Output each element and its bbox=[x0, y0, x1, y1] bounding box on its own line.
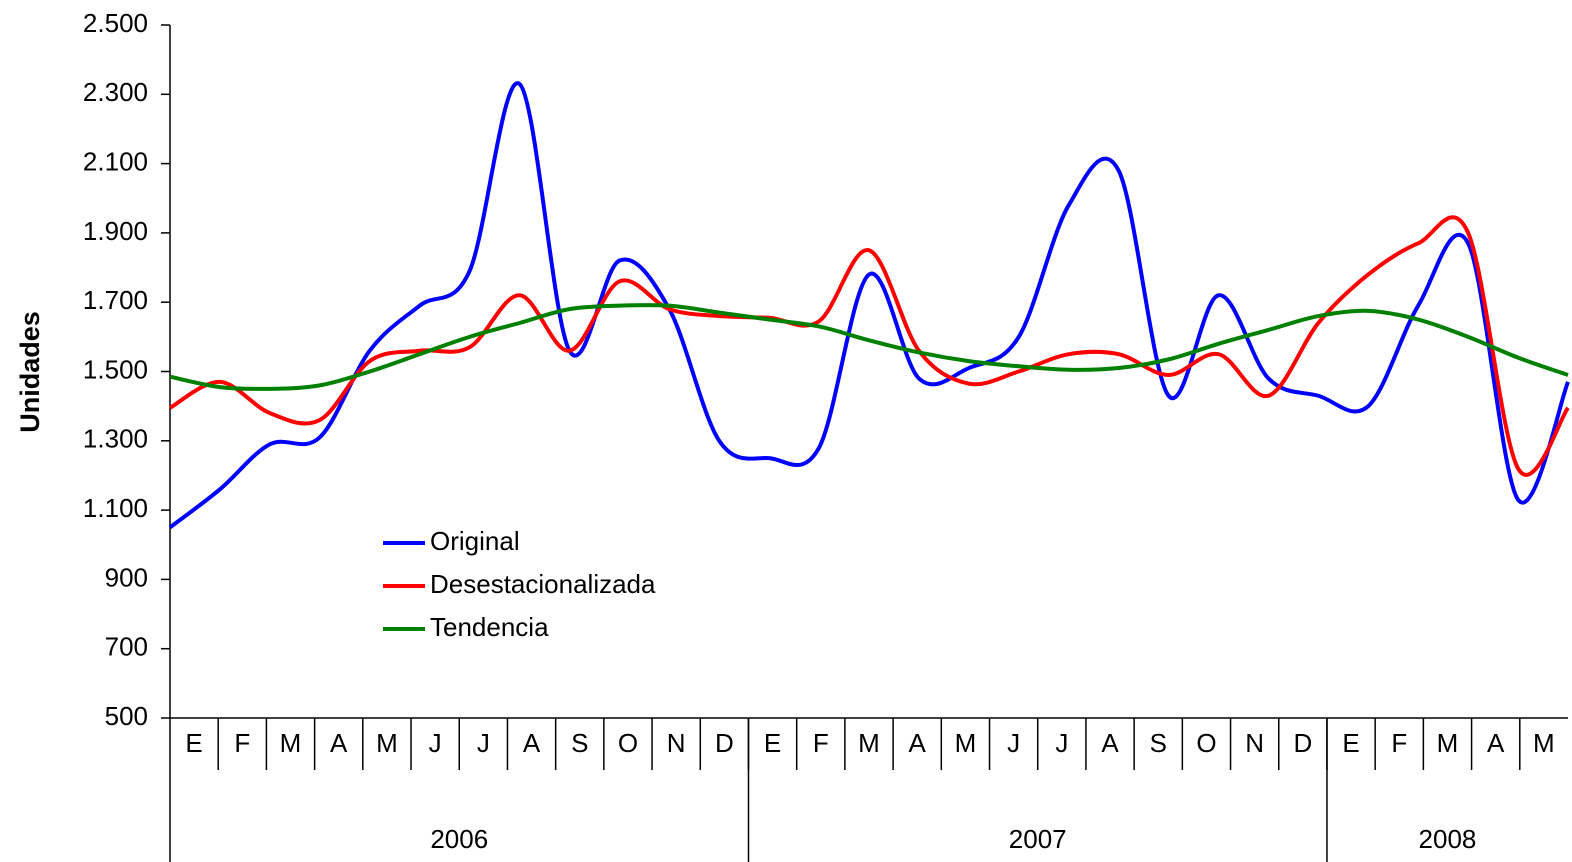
x-tick-label: M bbox=[280, 728, 302, 758]
x-tick-label: F bbox=[813, 728, 829, 758]
x-tick-label: A bbox=[330, 728, 348, 758]
group-label: 2006 bbox=[430, 824, 488, 854]
x-tick-label: E bbox=[764, 728, 781, 758]
x-tick-label: M bbox=[376, 728, 398, 758]
x-tick-label: N bbox=[667, 728, 686, 758]
y-tick-label: 1.900 bbox=[83, 216, 148, 246]
y-tick-label: 500 bbox=[105, 701, 148, 731]
legend-label: Original bbox=[430, 526, 520, 556]
y-axis-label: Unidades bbox=[15, 311, 45, 433]
series-line bbox=[168, 215, 1570, 477]
y-tick-label: 2.500 bbox=[83, 8, 148, 38]
y-tick-label: 2.300 bbox=[83, 77, 148, 107]
x-tick-label: N bbox=[1245, 728, 1264, 758]
x-tick-label: J bbox=[429, 728, 442, 758]
x-tick-label: M bbox=[1437, 728, 1459, 758]
y-tick-label: 1.100 bbox=[83, 493, 148, 523]
x-tick-label: M bbox=[1533, 728, 1555, 758]
x-tick-label: E bbox=[1342, 728, 1359, 758]
x-tick-label: A bbox=[1487, 728, 1505, 758]
x-tick-label: A bbox=[1101, 728, 1119, 758]
x-tick-label: O bbox=[1196, 728, 1216, 758]
y-tick-label: 1.300 bbox=[83, 424, 148, 454]
x-tick-label: M bbox=[955, 728, 977, 758]
series-line bbox=[168, 81, 1570, 530]
x-tick-label: J bbox=[1007, 728, 1020, 758]
y-tick-label: 900 bbox=[105, 562, 148, 592]
legend-label: Desestacionalizada bbox=[430, 569, 656, 599]
x-tick-label: J bbox=[477, 728, 490, 758]
x-tick-label: S bbox=[1150, 728, 1167, 758]
x-tick-label: A bbox=[523, 728, 541, 758]
series-line bbox=[169, 303, 1569, 391]
x-tick-label: J bbox=[1055, 728, 1068, 758]
x-tick-label: E bbox=[185, 728, 202, 758]
x-tick-label: S bbox=[571, 728, 588, 758]
x-tick-label: F bbox=[234, 728, 250, 758]
x-tick-label: F bbox=[1391, 728, 1407, 758]
group-label: 2007 bbox=[1009, 824, 1067, 854]
y-tick-label: 2.100 bbox=[83, 146, 148, 176]
x-tick-label: O bbox=[618, 728, 638, 758]
y-tick-label: 1.500 bbox=[83, 354, 148, 384]
x-tick-label: A bbox=[909, 728, 927, 758]
x-tick-label: M bbox=[858, 728, 880, 758]
x-tick-label: D bbox=[715, 728, 734, 758]
y-tick-label: 700 bbox=[105, 632, 148, 662]
legend-label: Tendencia bbox=[430, 612, 549, 642]
y-tick-label: 1.700 bbox=[83, 285, 148, 315]
x-tick-label: D bbox=[1293, 728, 1312, 758]
group-label: 2008 bbox=[1419, 824, 1477, 854]
